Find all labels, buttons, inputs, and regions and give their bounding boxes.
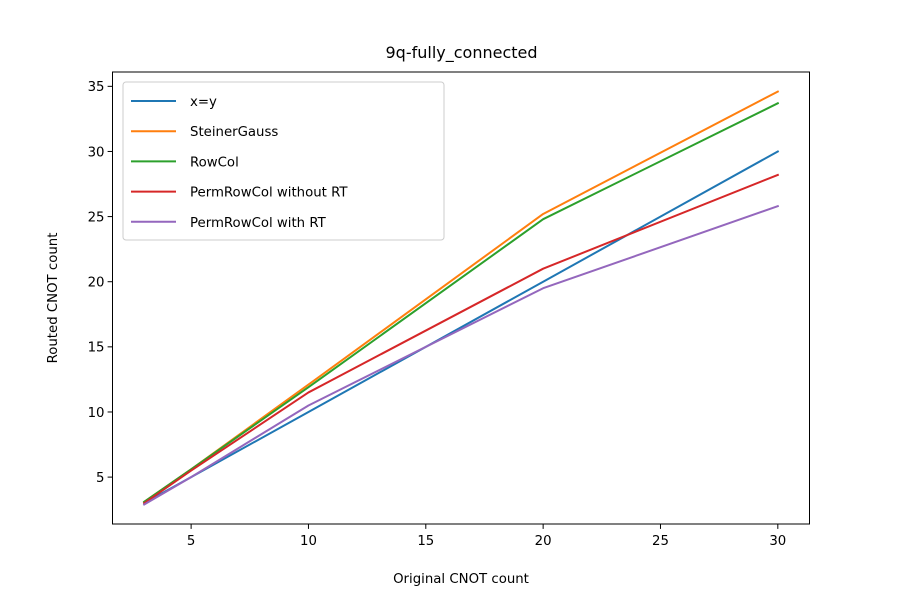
y-axis: 5 10 15 20 25 30 35 <box>88 80 113 486</box>
legend-label: PermRowCol without RT <box>190 186 348 201</box>
series-line-2 <box>142 101 780 504</box>
y-tick-label: 30 <box>88 145 105 160</box>
legend: x=y SteinerGauss RowCol PermRowCol without … <box>122 81 445 241</box>
x-tick-label: 10 <box>300 534 317 549</box>
legend-label: SteinerGauss <box>190 125 278 140</box>
series-layer <box>142 90 780 506</box>
y-tick-label: 35 <box>88 80 105 95</box>
x-tick-label: 30 <box>769 534 786 549</box>
legend-label: PermRowCol with RT <box>190 216 327 231</box>
chart-title: 9q-fully_connected <box>385 43 537 63</box>
x-tick-label: 25 <box>652 534 669 549</box>
series-line-3 <box>142 173 780 505</box>
y-axis-title: Routed CNOT count <box>46 233 61 364</box>
y-tick-label: 20 <box>88 276 105 291</box>
axes-frame <box>112 71 810 525</box>
series-line-4 <box>142 204 780 506</box>
y-tick-label: 5 <box>96 471 104 486</box>
x-axis-title: Original CNOT count <box>393 572 529 587</box>
x-tick-label: 20 <box>535 534 552 549</box>
legend-label: RowCol <box>190 155 239 170</box>
x-tick-label: 5 <box>187 534 195 549</box>
x-axis: 5 10 15 20 25 30 <box>187 524 786 549</box>
y-tick-label: 10 <box>88 406 105 421</box>
legend-label: x=y <box>190 95 217 110</box>
x-tick-label: 15 <box>417 534 434 549</box>
y-tick-label: 25 <box>88 210 105 225</box>
legend-box <box>122 81 445 241</box>
y-tick-label: 15 <box>88 341 105 356</box>
plot-area <box>112 71 810 525</box>
legend-items: x=y SteinerGauss RowCol PermRowCol without … <box>131 95 348 231</box>
